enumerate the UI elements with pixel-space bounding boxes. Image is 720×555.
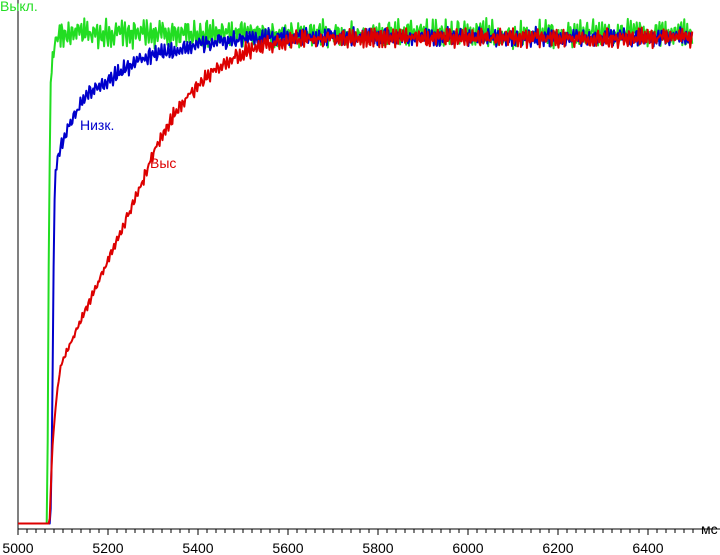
x-tick-label: 5200 [92, 540, 123, 555]
x-tick-label: 6000 [452, 540, 483, 555]
series-line-3 [18, 26, 694, 525]
x-axis-unit-label: мс [701, 521, 718, 537]
series-layer [18, 17, 694, 525]
series-line-1 [18, 17, 694, 525]
labels-layer: Выкл. Низк. Выс [0, 0, 176, 171]
x-tick-label: 5800 [362, 540, 393, 555]
series-line-2 [18, 25, 694, 525]
x-tick-label: 5600 [272, 540, 303, 555]
series-label-1: Выкл. [0, 0, 38, 14]
x-tick-label: 6200 [542, 540, 573, 555]
x-tick-label: 6400 [632, 540, 663, 555]
x-tick-label: 5400 [182, 540, 213, 555]
series-label-2: Низк. [80, 117, 114, 133]
series-label-3: Выс [150, 155, 176, 171]
x-tick-label: 5000 [2, 540, 33, 555]
